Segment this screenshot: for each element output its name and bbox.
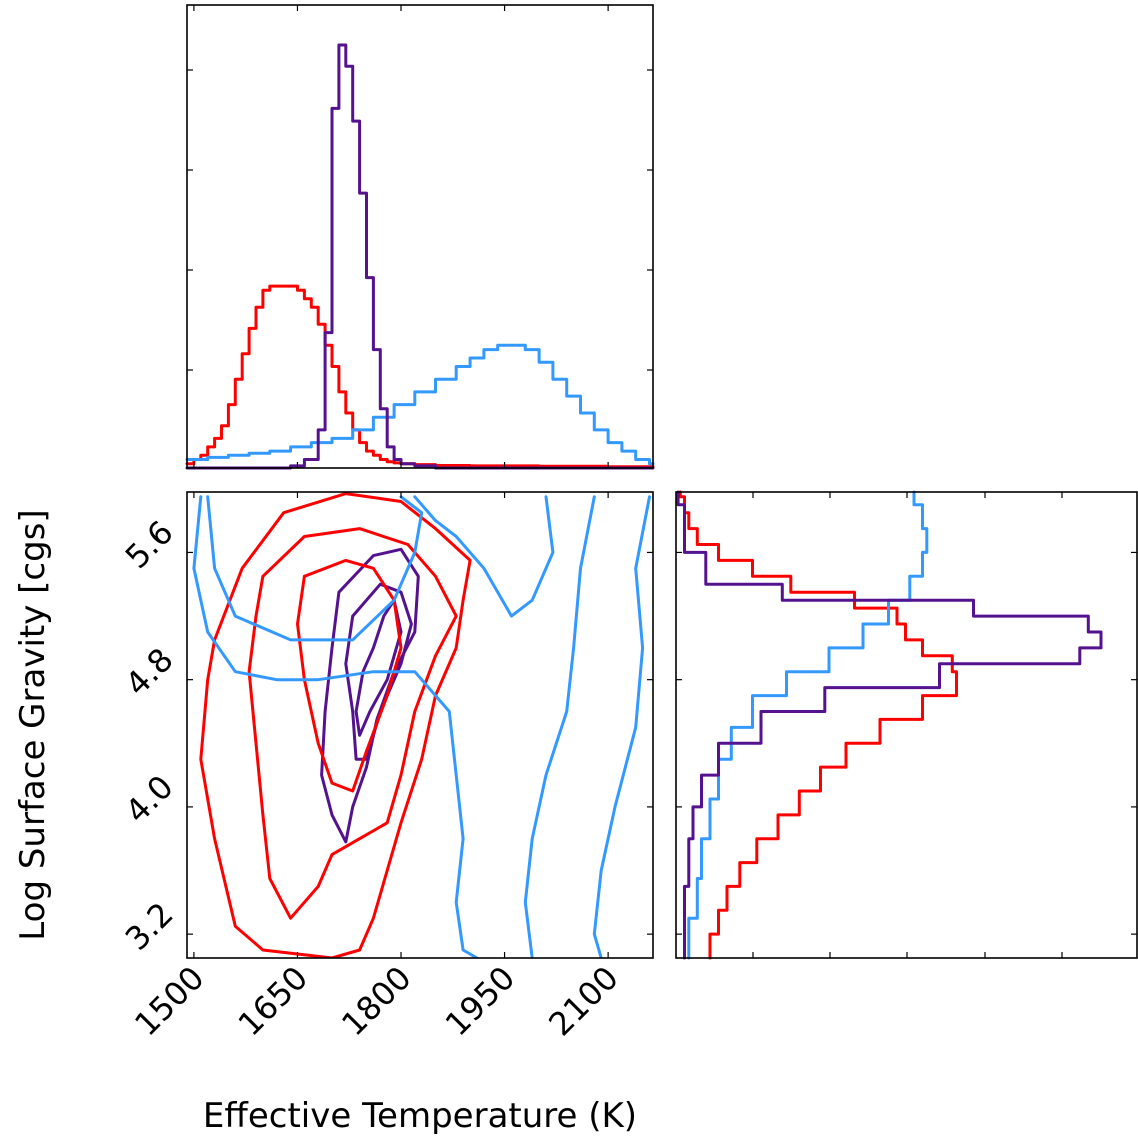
blue-contour-3 (413, 495, 555, 618)
red-logg-histogram (678, 490, 958, 960)
logg-histogram-ticks (676, 492, 1137, 958)
teff-histogram-ticks (187, 5, 653, 468)
contour-ticks (187, 492, 653, 958)
blue-contour-5 (592, 495, 651, 958)
purple-teff-histogram (185, 43, 655, 470)
y-tick-label: 5.6 (118, 513, 181, 576)
teff-histogram-curves (185, 43, 655, 470)
teff-histogram-frame (186, 4, 654, 469)
blue-contour-2 (192, 495, 479, 958)
contour-frame (186, 491, 654, 959)
y-tick-label: 3.2 (118, 895, 181, 958)
x-tick-label: 2100 (541, 959, 625, 1043)
purple-logg-histogram (676, 490, 1103, 960)
blue-contour-1 (206, 495, 424, 642)
purple-contour-1 (354, 598, 403, 737)
x-tick-labels: 1500 1650 1800 1950 2100 (127, 959, 626, 1043)
logg-histogram-panel (675, 490, 1138, 960)
blue-contour-4 (523, 495, 596, 958)
purple-contour-3 (320, 547, 420, 844)
blue-logg-histogram (687, 490, 929, 960)
red-contour-3 (199, 492, 472, 958)
teff-histogram-panel (185, 4, 655, 470)
y-axis-title: Log Surface Gravity [cgs] (13, 509, 53, 940)
logg-histogram-curves (676, 490, 1103, 960)
red-teff-histogram (185, 284, 655, 469)
contour-panel: 1500 1650 1800 1950 2100 3.2 4.0 4.8 5.6 (118, 491, 654, 1043)
x-tick-label: 1950 (438, 959, 522, 1043)
blue-teff-histogram (185, 343, 655, 466)
contour-curves (192, 492, 651, 958)
y-tick-label: 4.0 (118, 768, 181, 831)
y-tick-labels: 3.2 4.0 4.8 5.6 (118, 513, 181, 958)
y-tick-label: 4.8 (118, 640, 181, 703)
x-tick-label: 1500 (127, 959, 211, 1043)
x-tick-label: 1800 (334, 959, 418, 1043)
x-tick-label: 1650 (231, 959, 315, 1043)
red-contour-2 (247, 527, 458, 920)
x-axis-title: Effective Temperature (K) (203, 1096, 637, 1136)
